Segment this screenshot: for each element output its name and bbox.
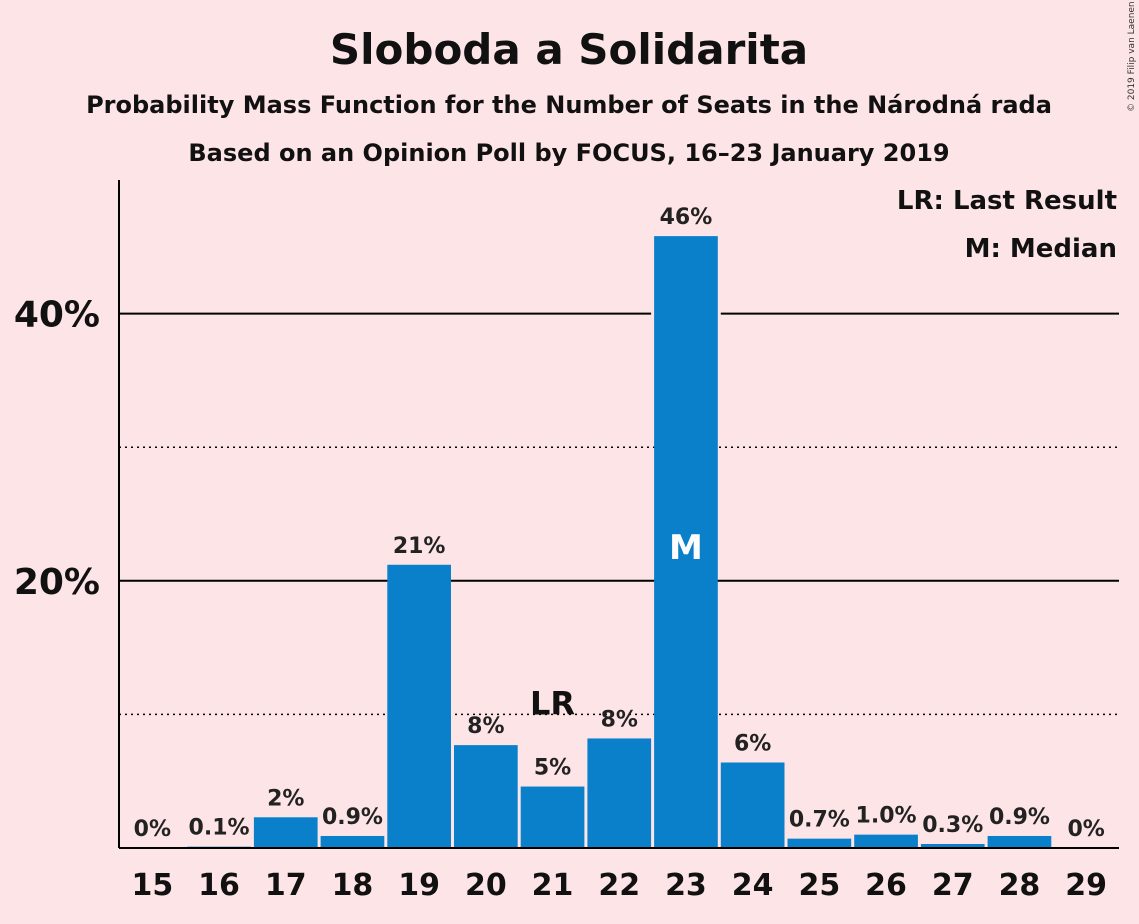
bar-27 — [920, 843, 985, 848]
x-tick-label: 17 — [265, 868, 307, 903]
y-tick-labels: 20% 40% — [14, 295, 100, 603]
bar-23 — [654, 236, 718, 848]
y-tick-label: 40% — [14, 295, 100, 336]
value-label: 0% — [134, 817, 171, 842]
x-tick-label: 22 — [598, 868, 640, 903]
x-tick-label: 27 — [932, 868, 974, 903]
value-label: 8% — [601, 707, 638, 732]
legend-last-result: LR: Last Result — [897, 186, 1117, 216]
value-label: 0.3% — [922, 813, 983, 838]
bar-25 — [787, 838, 852, 848]
x-tick-label: 28 — [999, 868, 1041, 903]
value-label: 1.0% — [856, 804, 917, 829]
value-label: 0.9% — [989, 805, 1050, 830]
value-label: 6% — [734, 731, 771, 756]
bar-21 — [520, 786, 585, 848]
chart-title: Sloboda a Solidarita — [330, 25, 808, 74]
value-label: 0.1% — [189, 816, 250, 841]
bar-24 — [720, 762, 785, 848]
bar-22 — [587, 738, 652, 848]
value-label: 0.7% — [789, 808, 850, 833]
bar-18 — [320, 835, 385, 848]
value-label: 8% — [467, 714, 504, 739]
bar-26 — [854, 834, 918, 848]
value-label: 0% — [1067, 817, 1104, 842]
y-tick-label: 20% — [14, 562, 100, 603]
x-tick-label: 29 — [1065, 868, 1107, 903]
value-label: 46% — [660, 205, 713, 230]
chart-subtitle-source: Based on an Opinion Poll by FOCUS, 16–23… — [188, 139, 949, 167]
x-tick-label: 23 — [665, 868, 707, 903]
chart-subtitle: Probability Mass Function for the Number… — [86, 91, 1052, 119]
bar-20 — [454, 745, 518, 848]
last-result-marker: LR — [530, 685, 575, 723]
bar-19 — [387, 564, 451, 848]
x-tick-label: 25 — [798, 868, 840, 903]
x-tick-label: 24 — [732, 868, 774, 903]
x-tick-label: 19 — [398, 868, 440, 903]
legend-median: M: Median — [965, 234, 1117, 264]
bar-17 — [253, 817, 318, 848]
x-tick-labels: 15 16 17 18 19 20 21 22 23 24 25 26 27 28 29 — [131, 868, 1107, 903]
copyright-credit: © 2019 Filip van Laenen — [1127, 1, 1137, 112]
value-label: 5% — [534, 756, 571, 781]
value-label: 2% — [267, 786, 304, 811]
x-tick-label: 16 — [198, 868, 240, 903]
x-tick-label: 26 — [865, 868, 907, 903]
median-marker: M — [669, 528, 703, 568]
bars — [187, 236, 1052, 848]
gridlines — [119, 312, 1119, 716]
value-label: 0.9% — [322, 805, 383, 830]
x-tick-label: 15 — [131, 868, 173, 903]
x-tick-label: 20 — [465, 868, 507, 903]
bar-28 — [987, 835, 1052, 848]
x-tick-label: 18 — [332, 868, 374, 903]
value-labels: 0% 0.1%2%0.9%21%8%5%8%46%6%0.7% 1.0% 0.3% 0.… — [134, 205, 1105, 842]
value-label: 21% — [393, 534, 446, 559]
x-tick-label: 21 — [532, 868, 574, 903]
